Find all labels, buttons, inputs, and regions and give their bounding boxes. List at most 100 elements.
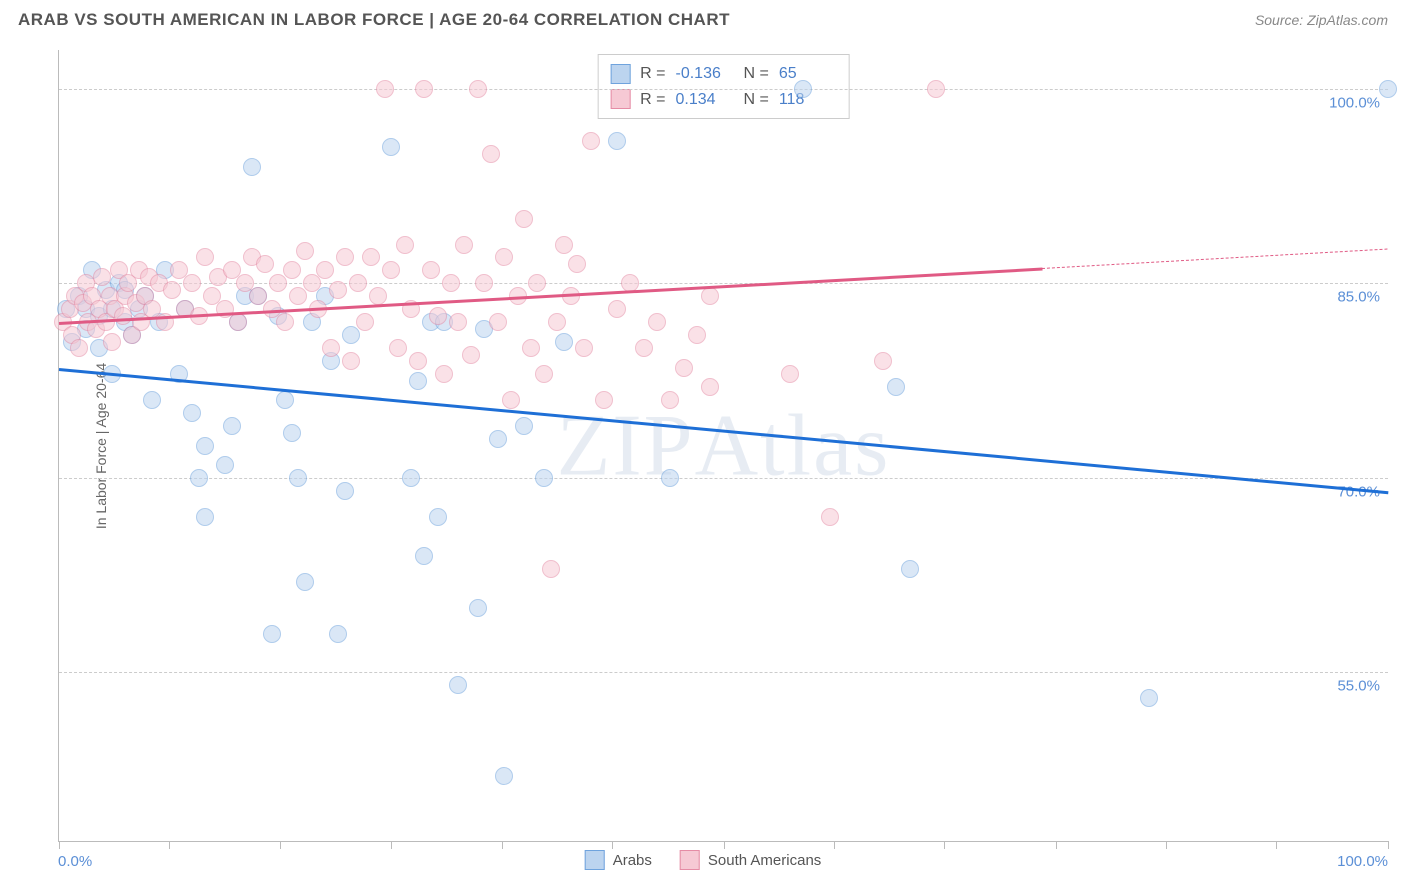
- data-point: [382, 261, 400, 279]
- data-point: [701, 287, 719, 305]
- data-point: [296, 242, 314, 260]
- data-point: [455, 236, 473, 254]
- data-point: [887, 378, 905, 396]
- data-point: [276, 391, 294, 409]
- data-point: [595, 391, 613, 409]
- data-point: [329, 625, 347, 643]
- data-point: [469, 599, 487, 617]
- data-point: [289, 469, 307, 487]
- x-tick: [834, 841, 835, 849]
- data-point: [794, 80, 812, 98]
- data-point: [515, 417, 533, 435]
- data-point: [415, 547, 433, 565]
- x-tick: [169, 841, 170, 849]
- data-point: [495, 767, 513, 785]
- legend-label: South Americans: [708, 852, 821, 869]
- data-point: [495, 248, 513, 266]
- data-point: [322, 339, 340, 357]
- data-point: [409, 352, 427, 370]
- chart-title: ARAB VS SOUTH AMERICAN IN LABOR FORCE | …: [18, 10, 730, 30]
- x-tick: [502, 841, 503, 849]
- data-point: [821, 508, 839, 526]
- data-point: [196, 248, 214, 266]
- data-point: [402, 469, 420, 487]
- data-point: [608, 132, 626, 150]
- legend-item: Arabs: [585, 850, 652, 870]
- y-tick-label: 85.0%: [1337, 289, 1380, 306]
- data-point: [489, 313, 507, 331]
- data-point: [356, 313, 374, 331]
- watermark-text-thin: Atlas: [695, 397, 891, 494]
- data-point: [396, 236, 414, 254]
- data-point: [901, 560, 919, 578]
- data-point: [256, 255, 274, 273]
- data-point: [927, 80, 945, 98]
- n-label: N =: [744, 61, 769, 87]
- data-point: [648, 313, 666, 331]
- data-point: [362, 248, 380, 266]
- r-label: R =: [640, 87, 665, 113]
- r-label: R =: [640, 61, 665, 87]
- data-point: [548, 313, 566, 331]
- legend-item: South Americans: [680, 850, 821, 870]
- data-point: [70, 339, 88, 357]
- data-point: [489, 430, 507, 448]
- source-credit: Source: ZipAtlas.com: [1255, 12, 1388, 28]
- data-point: [781, 365, 799, 383]
- x-tick: [944, 841, 945, 849]
- source-label: Source:: [1255, 12, 1307, 28]
- legend-swatch: [680, 850, 700, 870]
- y-tick-label: 100.0%: [1329, 94, 1380, 111]
- data-point: [163, 281, 181, 299]
- data-point: [528, 274, 546, 292]
- legend-label: Arabs: [613, 852, 652, 869]
- data-point: [296, 573, 314, 591]
- data-point: [555, 236, 573, 254]
- chart-plot-area: ZIPAtlas R =-0.136N =65R =0.134N =118 55…: [58, 50, 1388, 842]
- chart-header: ARAB VS SOUTH AMERICAN IN LABOR FORCE | …: [18, 10, 1388, 30]
- data-point: [661, 391, 679, 409]
- data-point: [143, 391, 161, 409]
- x-tick: [1166, 841, 1167, 849]
- gridline: [59, 89, 1388, 90]
- series-swatch: [610, 64, 630, 84]
- data-point: [183, 274, 201, 292]
- data-point: [415, 80, 433, 98]
- data-point: [535, 469, 553, 487]
- data-point: [701, 378, 719, 396]
- data-point: [608, 300, 626, 318]
- data-point: [422, 261, 440, 279]
- data-point: [376, 80, 394, 98]
- data-point: [196, 508, 214, 526]
- x-tick: [59, 841, 60, 849]
- n-label: N =: [744, 87, 769, 113]
- data-point: [1379, 80, 1397, 98]
- data-point: [582, 132, 600, 150]
- data-point: [661, 469, 679, 487]
- x-tick: [612, 841, 613, 849]
- data-point: [229, 313, 247, 331]
- data-point: [223, 417, 241, 435]
- data-point: [535, 365, 553, 383]
- x-tick: [391, 841, 392, 849]
- data-point: [462, 346, 480, 364]
- data-point: [342, 352, 360, 370]
- trend-line: [59, 368, 1388, 494]
- data-point: [688, 326, 706, 344]
- data-point: [190, 469, 208, 487]
- data-point: [183, 404, 201, 422]
- data-point: [469, 80, 487, 98]
- data-point: [542, 560, 560, 578]
- data-point: [283, 261, 301, 279]
- data-point: [93, 268, 111, 286]
- data-point: [329, 281, 347, 299]
- data-point: [522, 339, 540, 357]
- x-tick: [1056, 841, 1057, 849]
- gridline: [59, 478, 1388, 479]
- y-tick-label: 55.0%: [1337, 678, 1380, 695]
- data-point: [369, 287, 387, 305]
- data-point: [336, 248, 354, 266]
- x-tick: [1276, 841, 1277, 849]
- data-point: [555, 333, 573, 351]
- data-point: [635, 339, 653, 357]
